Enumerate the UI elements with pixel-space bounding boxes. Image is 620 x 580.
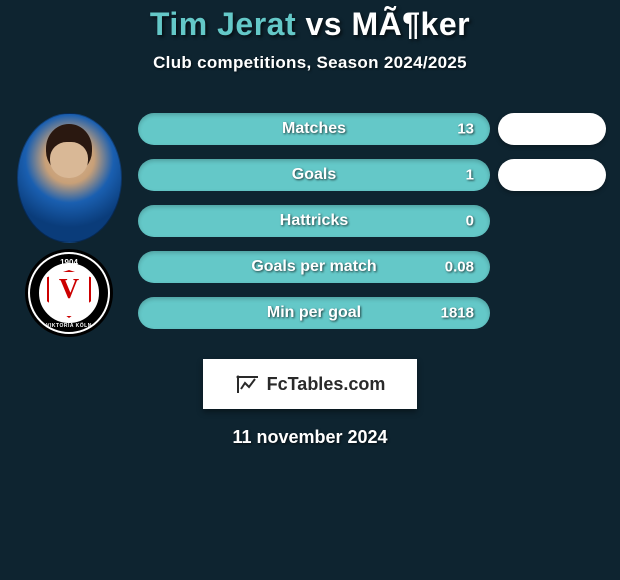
subtitle: Club competitions, Season 2024/2025 [0, 53, 620, 73]
left-column: 1904 V VIKTORIA KÖLN [8, 103, 130, 337]
stat-label: Goals per match [251, 258, 376, 276]
content-row: 1904 V VIKTORIA KÖLN Matches 13 Goals 1 … [0, 103, 620, 337]
branding-label: FcTables.com [267, 374, 386, 395]
page-title: Tim Jerat vs MÃ¶ker [0, 6, 620, 43]
player2-pill-matches [498, 113, 606, 145]
player1-name: Tim Jerat [150, 6, 296, 42]
stat-value: 0 [466, 213, 474, 230]
comparison-card: Tim Jerat vs MÃ¶ker Club competitions, S… [0, 0, 620, 580]
club-logo-name: VIKTORIA KÖLN [46, 323, 92, 329]
stat-label: Hattricks [280, 212, 348, 230]
title-vs: vs [306, 6, 343, 42]
stat-bar-goals: Goals 1 [138, 159, 490, 191]
club-logo: 1904 V VIKTORIA KÖLN [25, 249, 113, 337]
stat-value: 13 [457, 121, 474, 138]
stat-value: 0.08 [445, 259, 474, 276]
stats-column: Matches 13 Goals 1 Hattricks 0 Goals per… [130, 103, 494, 329]
date-text: 11 november 2024 [0, 427, 620, 448]
club-logo-year: 1904 [60, 258, 78, 267]
stat-label: Matches [282, 120, 346, 138]
stat-bar-hattricks: Hattricks 0 [138, 205, 490, 237]
player2-name: MÃ¶ker [351, 6, 470, 42]
stat-bar-goals-per-match: Goals per match 0.08 [138, 251, 490, 283]
stat-label: Goals [292, 166, 336, 184]
club-logo-letter: V [59, 274, 79, 306]
fctables-icon [235, 371, 261, 397]
stat-bar-matches: Matches 13 [138, 113, 490, 145]
player2-pill-goals [498, 159, 606, 191]
stat-value: 1 [466, 167, 474, 184]
stat-value: 1818 [441, 305, 474, 322]
player1-photo [17, 113, 122, 243]
branding-badge: FcTables.com [203, 359, 417, 409]
stat-bar-min-per-goal: Min per goal 1818 [138, 297, 490, 329]
player2-column [494, 103, 612, 191]
stat-label: Min per goal [267, 304, 361, 322]
